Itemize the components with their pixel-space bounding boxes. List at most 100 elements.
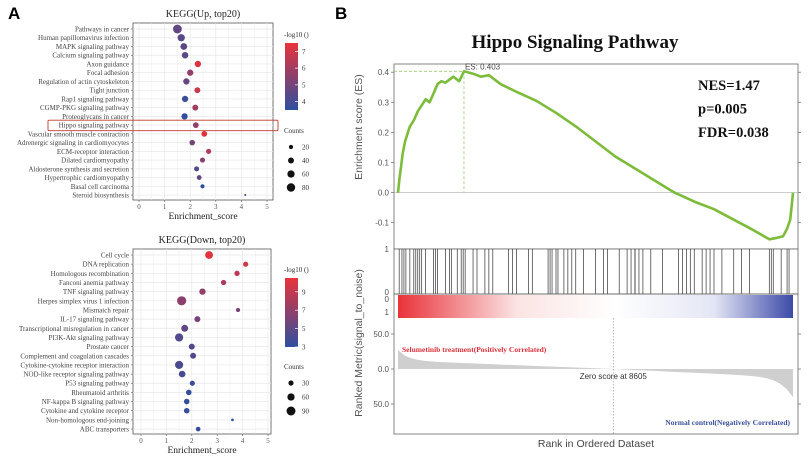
x-tick-label: 2 xyxy=(190,437,194,445)
peak-label: ES: 0.403 xyxy=(465,62,501,71)
data-point xyxy=(201,130,208,137)
color-bar-label: 7 xyxy=(302,307,306,315)
data-point xyxy=(194,60,202,68)
size-legend-label: 60 xyxy=(302,171,310,179)
data-point xyxy=(175,360,184,369)
x-tick-label: 1 xyxy=(163,203,167,211)
bar-tick-label: 1 xyxy=(385,308,390,317)
category-label: Herpes simplex virus 1 infection xyxy=(38,297,130,305)
category-label: Rheumatoid arthritis xyxy=(71,389,129,397)
category-label: Proteoglycans in cancer xyxy=(62,113,130,121)
data-point xyxy=(181,51,189,59)
negative-label: Normal control(Negatively Correlated) xyxy=(665,418,790,427)
x-tick-label: 3 xyxy=(215,437,219,445)
y-tick-label: 0.0 xyxy=(378,189,390,198)
category-label: Adrenergic signaling in cardiomyocytes xyxy=(17,139,129,147)
x-tick-label: 0 xyxy=(137,203,141,211)
category-label: NOD-like receptor signaling pathway xyxy=(23,371,129,379)
metric-tick-label: 50.0 xyxy=(373,400,389,409)
category-label: Pathways in cancer xyxy=(75,26,130,34)
y-tick-label: 0.1 xyxy=(378,159,390,168)
data-point xyxy=(177,296,187,306)
data-point xyxy=(183,398,190,405)
data-point xyxy=(189,380,195,386)
es-curve xyxy=(396,70,795,241)
color-bar-label: 9 xyxy=(302,288,306,296)
stat-text: FDR=0.038 xyxy=(698,125,769,141)
rank-color-bar xyxy=(398,295,793,318)
color-legend-title: -log10 () xyxy=(284,266,309,274)
color-bar xyxy=(285,278,298,347)
data-point xyxy=(200,184,205,189)
color-legend-title: -log10 () xyxy=(284,31,309,39)
highlight-box xyxy=(47,119,279,132)
size-legend-label: 20 xyxy=(302,144,310,152)
data-point xyxy=(189,139,196,146)
hits-tick-label: 0 xyxy=(385,288,390,297)
category-label: Human papillomavirus infection xyxy=(38,34,129,42)
x-tick-label: 1 xyxy=(165,437,169,445)
data-point xyxy=(185,389,192,396)
chart-title: KEGG(Up, top20) xyxy=(166,9,240,20)
category-label: Homologous recombination xyxy=(51,270,130,278)
category-label: Calcium signaling pathway xyxy=(52,52,129,60)
category-label: Fanconi anemia pathway xyxy=(59,279,129,287)
data-point xyxy=(244,194,247,197)
gsea-title: Hippo Signaling Pathway xyxy=(472,32,679,53)
x-axis-label: Enrichment_score xyxy=(167,446,236,456)
color-bar-label: 5 xyxy=(302,325,306,333)
data-point xyxy=(205,251,214,259)
size-legend-title: Counts xyxy=(284,363,304,371)
data-point xyxy=(231,418,234,422)
category-label: Cell cycle xyxy=(101,252,129,260)
category-label: Non-homologous end-joining xyxy=(46,416,130,424)
color-bar xyxy=(285,43,298,110)
size-legend-dot xyxy=(286,183,296,192)
x-axis-label: Enrichment_score xyxy=(168,212,237,222)
data-point xyxy=(196,175,202,180)
category-label: Aldosterone synthesis and secretion xyxy=(28,165,129,173)
category-label: Basal cell carcinoma xyxy=(71,183,130,191)
category-label: Regulation of actin cytoskeleton xyxy=(38,78,129,86)
size-legend-dot xyxy=(287,170,295,178)
x-tick-label: 0 xyxy=(139,437,143,445)
category-label: ECM-receptor interaction xyxy=(57,148,130,156)
size-legend-label: 60 xyxy=(302,394,310,402)
category-label: Focal adhesion xyxy=(87,69,130,77)
size-legend-dot xyxy=(288,157,294,164)
category-label: DNA replication xyxy=(83,261,130,269)
x-tick-label: 4 xyxy=(241,437,245,445)
data-point xyxy=(187,69,194,76)
data-point xyxy=(192,104,199,111)
y-tick-label: -0.1 xyxy=(375,219,389,228)
y-tick-label: 0.3 xyxy=(378,98,390,107)
category-label: NF-kappa B signaling pathway xyxy=(42,398,130,406)
size-legend-dot xyxy=(288,380,294,386)
data-point xyxy=(220,279,227,286)
metric-tick-label: 50.0 xyxy=(373,330,389,339)
data-point xyxy=(175,333,184,342)
data-point xyxy=(195,426,201,432)
category-label: Dilated cardiomyopathy xyxy=(61,157,129,165)
x-tick-label: 5 xyxy=(265,203,269,211)
category-label: Prostate cancer xyxy=(86,343,129,351)
color-bar-label: 4 xyxy=(302,98,306,106)
data-point xyxy=(181,324,189,332)
size-legend-dot xyxy=(288,144,294,150)
size-legend-dot xyxy=(287,393,295,401)
category-label: ABC transporters xyxy=(80,426,129,434)
category-label: Cytokine and cytokine receptor xyxy=(41,407,130,415)
category-label: Vascular smooth muscle contraction xyxy=(28,130,130,138)
zero-score-label: Zero score at 8605 xyxy=(580,372,648,381)
category-label: Hippo signaling pathway xyxy=(59,122,130,130)
category-label: Hypertrophic cardiomyopathy xyxy=(44,174,129,182)
metric-tick-label: 0.0 xyxy=(378,365,390,374)
metric-y-axis-label: Ranked Metric(signal_to_noise) xyxy=(353,269,365,417)
plot-area xyxy=(132,248,272,435)
data-point xyxy=(194,166,200,172)
category-label: Cytokine-cytokine receptor interaction xyxy=(21,361,130,369)
category-label: IL-17 signaling pathway xyxy=(60,316,129,324)
